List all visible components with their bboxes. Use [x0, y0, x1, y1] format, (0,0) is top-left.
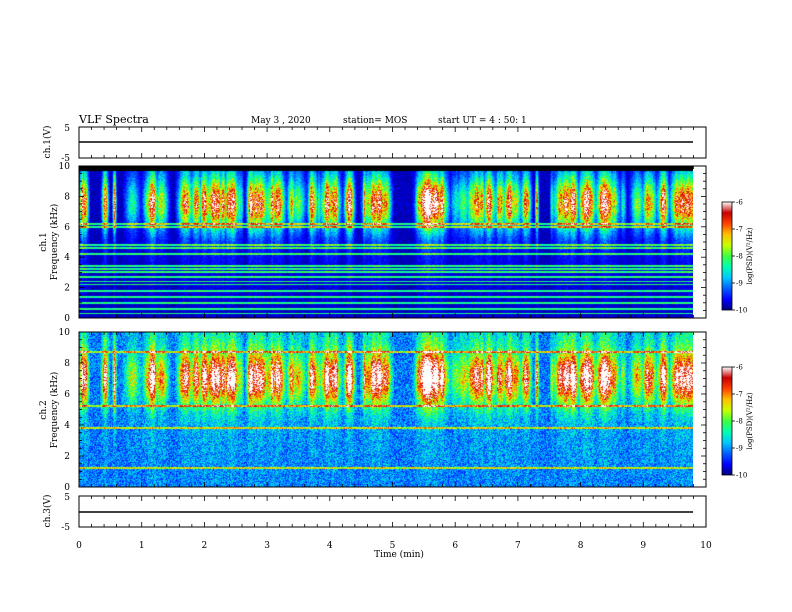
- y-tick-label: 6: [64, 223, 70, 233]
- colorbar-tick-label: -7: [736, 391, 743, 399]
- x-tick-label: 6: [452, 541, 458, 551]
- ch1-spectrogram-ylabel-channel: ch.1: [39, 232, 49, 251]
- header-station: station= MOS: [343, 116, 407, 126]
- panel-ch1-spectrogram: 0 2 4 6 8 10 ch.1 Frequency (kHz): [39, 162, 707, 324]
- ch1-spectrogram-yticks: 0 2 4 6 8 10: [59, 162, 706, 324]
- ch1-ytick-top: 5: [64, 124, 70, 134]
- y-tick-label: 10: [59, 162, 71, 172]
- colorbar-ch1: -6 -7 -8 -9 -10 log(PSD)(V²/Hz): [721, 199, 754, 315]
- x-axis-label: Time (min): [374, 549, 424, 560]
- colorbar-tick-label: -10: [736, 307, 747, 315]
- x-tick-label: 4: [327, 541, 333, 551]
- x-tick-label: 8: [578, 541, 584, 551]
- colorbar-label: log(PSD)(V²/Hz): [746, 227, 754, 284]
- x-tick-label: 2: [202, 541, 208, 551]
- x-tick-label: 7: [515, 541, 521, 551]
- colorbar-gradient: [721, 201, 733, 311]
- y-tick-label: 4: [64, 253, 70, 263]
- x-tick-label: 3: [264, 541, 270, 551]
- y-tick-label: 8: [64, 192, 70, 202]
- colorbar-tick-label: -8: [736, 418, 743, 426]
- ch1-ytick-bottom: -5: [61, 154, 70, 164]
- y-tick-label: 0: [64, 483, 70, 493]
- colorbar-ch2: -6 -7 -8 -9 -10 log(PSD)(V²/Hz): [721, 364, 754, 480]
- x-tick-label: 0: [76, 541, 82, 551]
- chart-title: VLF Spectra: [78, 113, 149, 126]
- y-tick-label: 10: [59, 328, 71, 338]
- x-tick-labels: 0 1 2 3 4 5 6 7 8 9 10: [76, 541, 712, 551]
- colorbar-tick-label: -10: [736, 472, 747, 480]
- y-tick-label: 2: [64, 452, 70, 462]
- panel-ch1-waveform: 5 -5 ch.1(V): [42, 124, 707, 164]
- ch2-spectrogram-ylabel-frequency: Frequency (kHz): [49, 372, 60, 449]
- y-tick-label: 6: [64, 390, 70, 400]
- colorbar-tick-label: -9: [736, 445, 743, 453]
- x-tick-label: 5: [390, 541, 396, 551]
- x-tick-label: 9: [640, 541, 646, 551]
- colorbar-gradient: [721, 366, 733, 476]
- colorbar-tick-label: -9: [736, 280, 743, 288]
- colorbar-tick-label: -6: [736, 199, 743, 207]
- panel-ch3-waveform: 5 -5 ch.3(V): [42, 493, 707, 533]
- y-tick-label: 8: [64, 359, 70, 369]
- x-tick-label: 10: [700, 541, 712, 551]
- ch1-spectrogram-image: [79, 166, 693, 318]
- ch2-spectrogram-xticks: [78, 332, 707, 487]
- header-date: May 3 , 2020: [251, 116, 311, 126]
- ch3-ytick-bottom: -5: [61, 523, 70, 533]
- ch1-waveform-xticks: [78, 127, 707, 158]
- ch1-spectrogram-xticks: [78, 166, 707, 318]
- x-tick-label: 1: [139, 541, 145, 551]
- ch3-waveform-xticks: [78, 496, 707, 527]
- ch2-spectrogram-image: [79, 332, 693, 487]
- ch1-spectrogram-ylabel-frequency: Frequency (kHz): [49, 204, 60, 281]
- y-tick-label: 2: [64, 284, 70, 294]
- y-tick-label: 4: [64, 421, 70, 431]
- colorbar-tick-label: -7: [736, 226, 743, 234]
- header-start-ut: start UT = 4 : 50: 1: [438, 116, 527, 126]
- ch2-spectrogram-yticks: 0 2 4 6 8 10: [59, 328, 706, 493]
- y-tick-label: 0: [64, 314, 70, 324]
- ch3-waveform-ylabel: ch.3(V): [42, 495, 53, 528]
- ch3-ytick-top: 5: [64, 493, 70, 503]
- panel-ch2-spectrogram: 0 2 4 6 8 10 ch.2 Frequency (kHz): [39, 328, 707, 493]
- ch2-spectrogram-ylabel-channel: ch.2: [39, 400, 49, 419]
- colorbar-label: log(PSD)(V²/Hz): [746, 392, 754, 449]
- colorbar-tick-label: -8: [736, 253, 743, 261]
- colorbar-tick-label: -6: [736, 364, 743, 372]
- ch1-waveform-ylabel: ch.1(V): [42, 126, 53, 159]
